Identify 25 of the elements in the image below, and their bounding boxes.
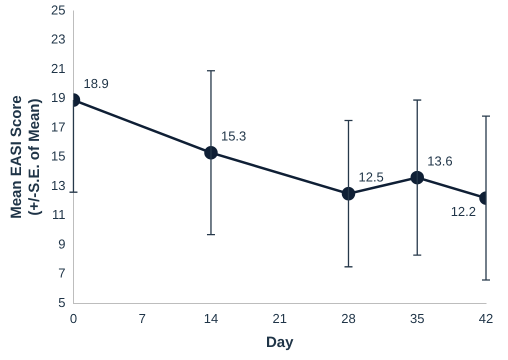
x-tick-label: 14: [204, 310, 218, 326]
data-label: 12.5: [358, 170, 384, 185]
y-tick-label: 23: [50, 32, 66, 47]
data-label: 18.9: [83, 76, 109, 92]
y-tick-label: 19: [50, 90, 66, 106]
x-tick-label: 35: [410, 310, 424, 326]
data-label: 15.3: [220, 128, 246, 144]
y-tick-label: 25: [50, 2, 66, 18]
y-tick-label: 5: [58, 294, 66, 310]
x-tick-label: 0: [70, 310, 78, 326]
y-tick-label: 7: [58, 266, 66, 281]
x-axis-title: Day: [266, 334, 294, 352]
y-tick-label: 21: [50, 60, 66, 76]
x-tick-label: 21: [272, 310, 287, 326]
data-label: 13.6: [427, 154, 453, 169]
y-tick-label: 17: [50, 119, 66, 134]
x-tick-label: 7: [138, 310, 146, 326]
y-tick-label: 9: [58, 236, 66, 252]
data-label: 12.2: [450, 204, 476, 220]
y-tick-label: 15: [50, 148, 66, 164]
y-tick-label: 13: [50, 178, 66, 193]
x-tick-label: 42: [478, 310, 494, 326]
y-tick-label: 11: [52, 207, 66, 222]
x-tick-label: 28: [341, 310, 356, 326]
y-axis-title: Mean EASI Score (+/-S.E. of Mean): [8, 95, 44, 219]
